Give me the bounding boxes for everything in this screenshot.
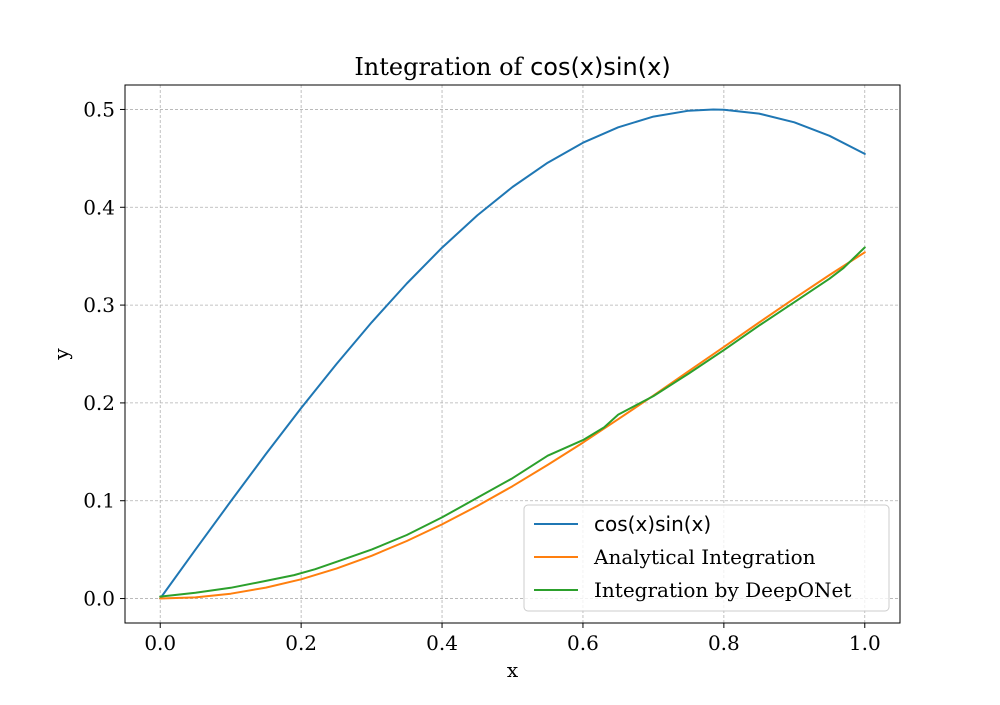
chart-title: Integration of cos(x)sin(x) (354, 53, 670, 81)
y-axis-label: y (49, 348, 73, 361)
y-tick-label: 0.5 (83, 97, 115, 121)
legend-label-1: cos(x)sin(x) (594, 512, 711, 536)
chart-title-math: cos(x)sin(x) (530, 53, 671, 81)
x-tick-label: 1.0 (849, 631, 881, 655)
y-ticks: 0.0 0.1 0.2 0.3 0.4 0.5 (83, 97, 125, 611)
legend-label-3: Integration by DeepONet (594, 578, 851, 602)
y-tick-label: 0.0 (83, 587, 115, 611)
grid (125, 85, 900, 623)
x-axis-label: x (507, 658, 519, 682)
y-tick-label: 0.4 (83, 195, 115, 219)
x-ticks: 0.0 0.2 0.4 0.6 0.8 1.0 (144, 623, 881, 655)
y-tick-label: 0.2 (83, 391, 115, 415)
x-tick-label: 0.4 (426, 631, 458, 655)
y-tick-label: 0.3 (83, 293, 115, 317)
legend-label-2: Analytical Integration (593, 545, 816, 569)
axes-frame (124, 84, 901, 624)
series-line-2 (159, 251, 866, 600)
y-tick-label: 0.1 (83, 489, 115, 513)
series-layer (159, 108, 866, 600)
legend: cos(x)sin(x) Analytical Integration Integr… (523, 504, 890, 612)
x-tick-label: 0.0 (144, 631, 176, 655)
series-line-1 (159, 108, 866, 600)
legend-box (523, 504, 890, 612)
x-tick-label: 0.6 (567, 631, 599, 655)
chart-title-prefix: Integration of (354, 53, 530, 81)
series-line-3 (159, 246, 866, 598)
x-tick-label: 0.2 (285, 631, 317, 655)
x-tick-label: 0.8 (708, 631, 740, 655)
